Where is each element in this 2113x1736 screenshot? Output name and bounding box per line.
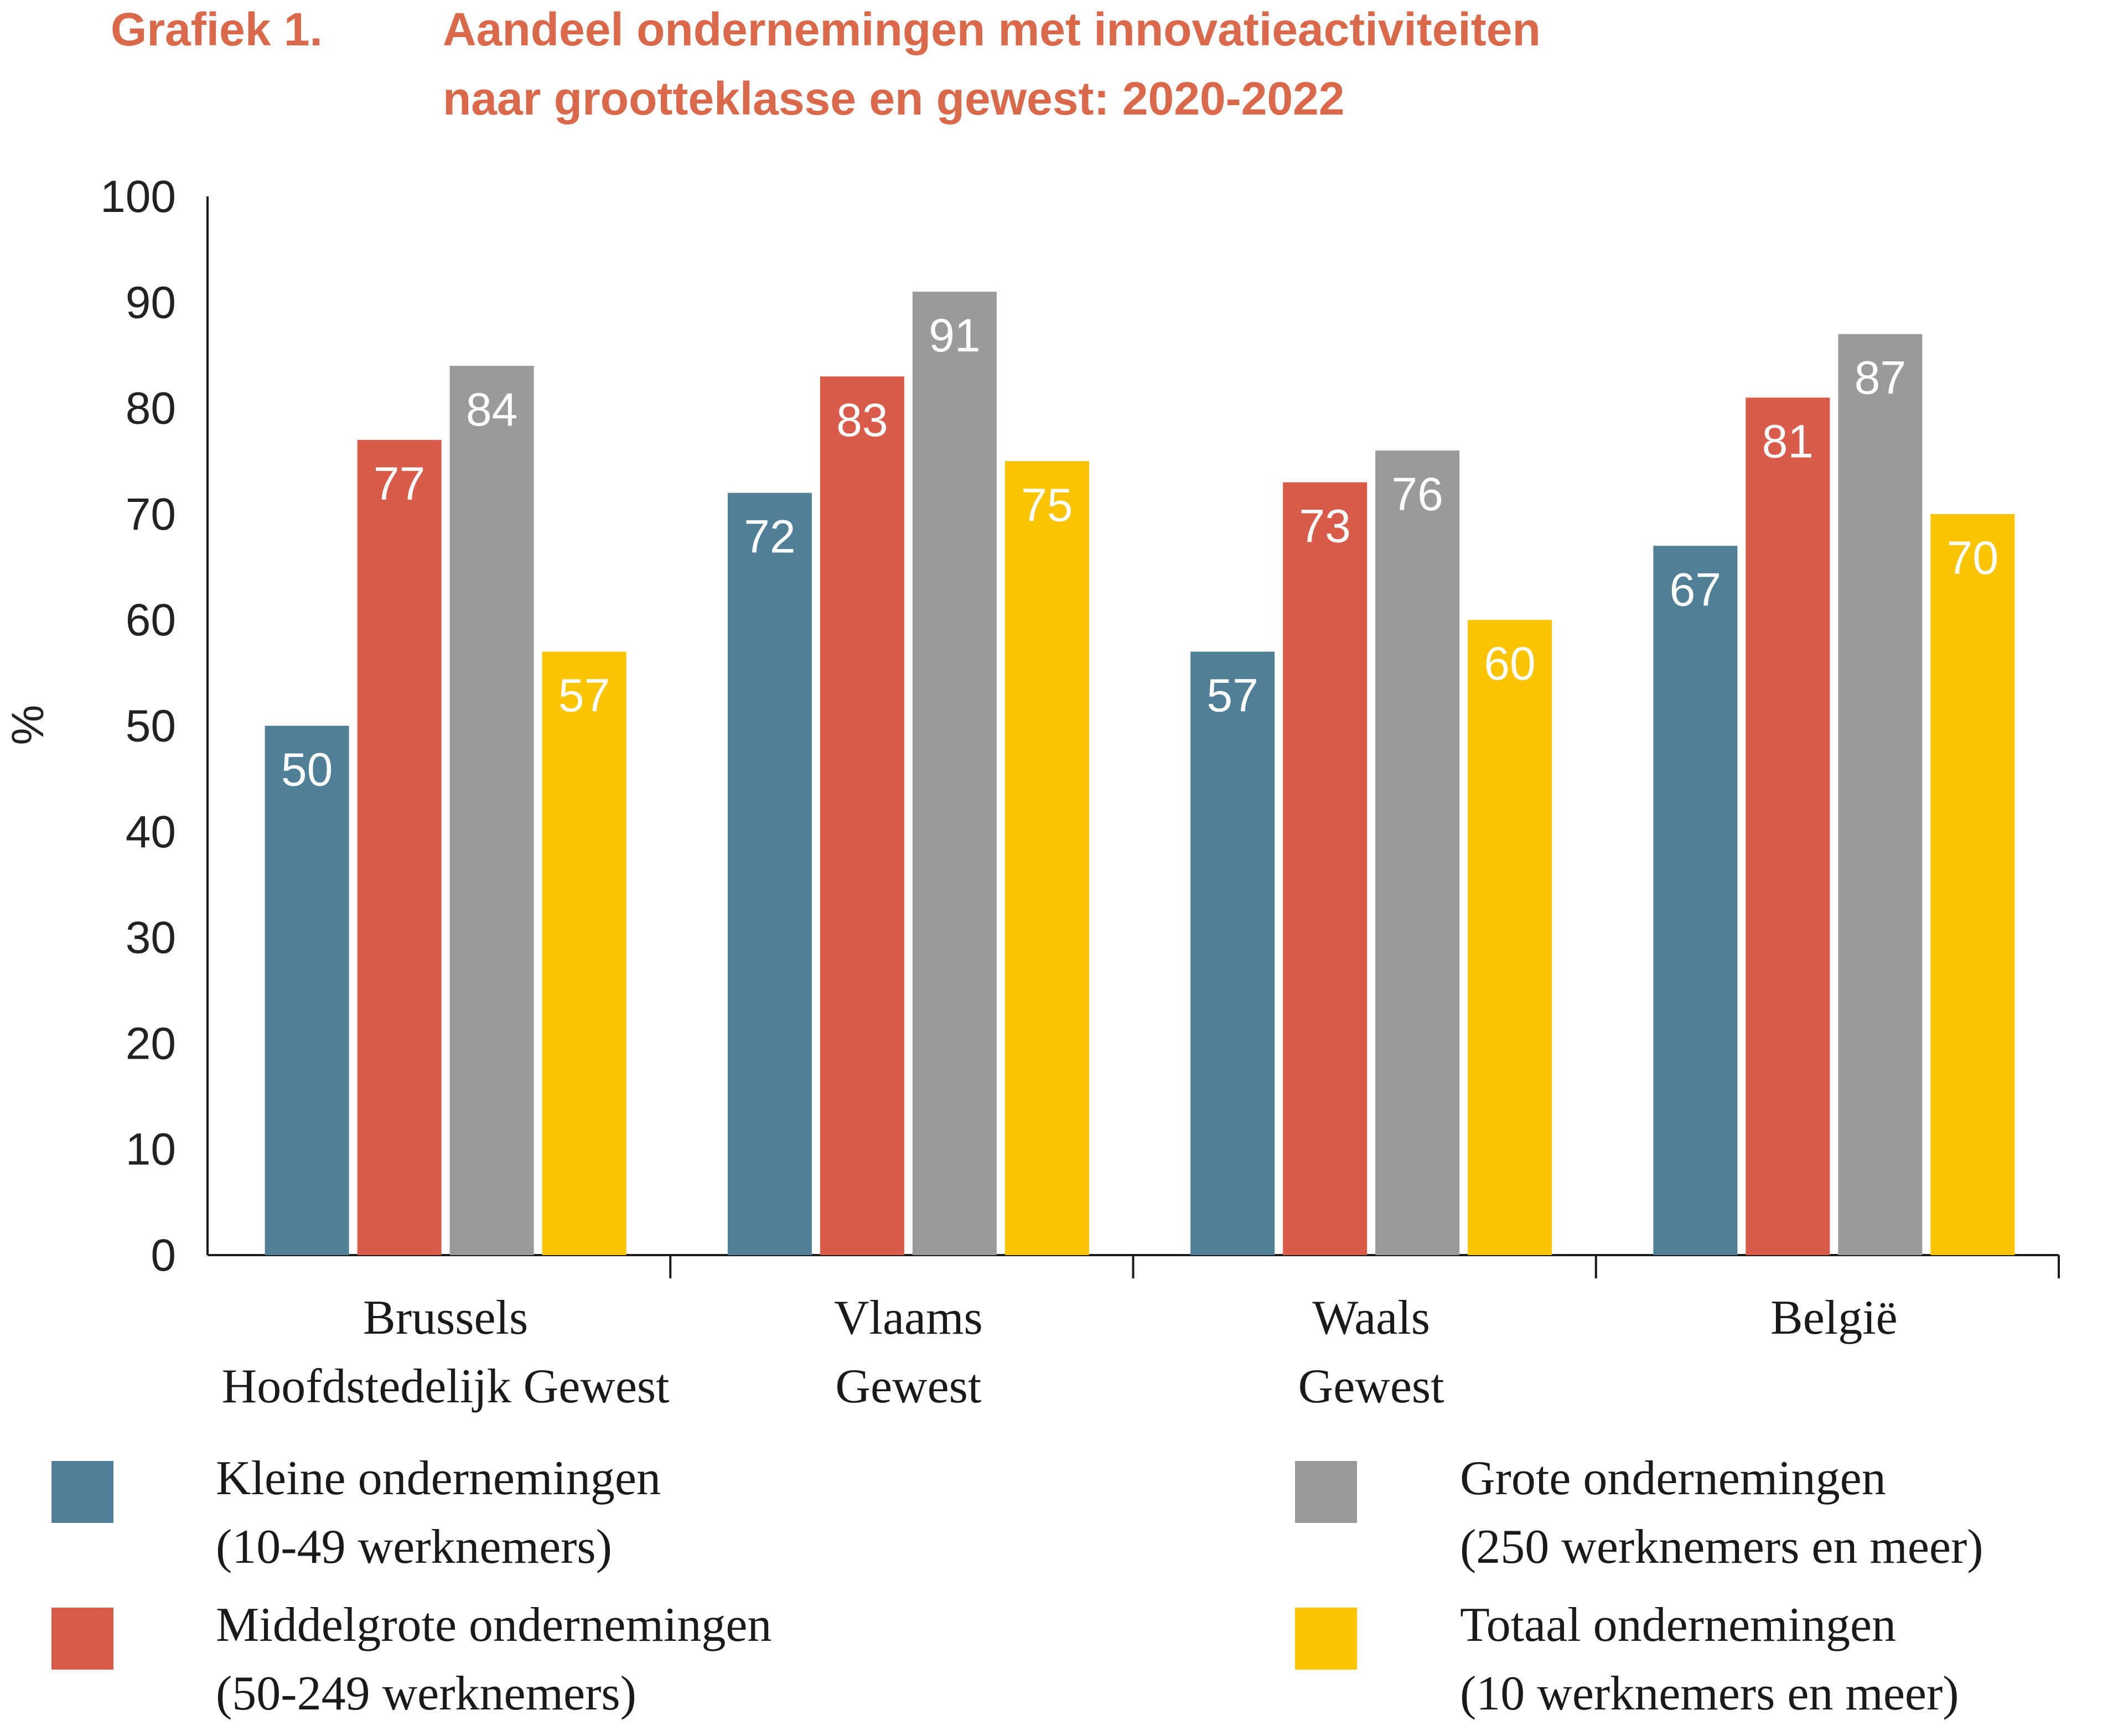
bar (1004, 461, 1089, 1255)
legend-swatch (51, 1608, 113, 1670)
x-tick-label: Gewest (835, 1360, 981, 1413)
x-tick-label: Vlaams (834, 1291, 983, 1345)
y-tick-label: 60 (126, 595, 176, 645)
bar (1930, 514, 2015, 1255)
data-label: 60 (1484, 638, 1535, 690)
y-tick-label: 90 (126, 277, 176, 328)
data-label: 77 (374, 458, 425, 510)
legend-label: (10-49 werknemers) (216, 1520, 612, 1574)
data-label: 67 (1670, 563, 1721, 615)
y-axis-label: % (3, 705, 53, 745)
data-label: 87 (1855, 352, 1906, 404)
legend-label: Grote ondernemingen (1460, 1452, 1886, 1505)
x-tick-label: België (1770, 1291, 1898, 1345)
bar (1653, 546, 1738, 1255)
bar (1283, 482, 1368, 1255)
bar (449, 366, 534, 1255)
y-tick-label: 50 (126, 701, 176, 752)
data-label: 83 (836, 394, 888, 446)
data-label: 91 (929, 309, 980, 361)
legend-swatch (51, 1461, 113, 1523)
legend-swatch (1295, 1461, 1357, 1523)
data-label: 73 (1299, 500, 1350, 552)
legend: Kleine ondernemingen (10-49 werknemers) Mi… (51, 1452, 1983, 1721)
legend-swatch (1295, 1608, 1357, 1670)
data-label: 50 (281, 744, 333, 796)
x-tick-label: Brussels (363, 1291, 528, 1345)
bar (1375, 450, 1460, 1255)
chart-title-line1: Aandeel ondernemingen met innovatieactiv… (443, 3, 1541, 55)
bar (1190, 651, 1275, 1255)
legend-label: (50-249 werknemers) (216, 1667, 636, 1721)
data-label: 70 (1947, 532, 1998, 584)
data-label: 57 (558, 670, 610, 722)
y-tick-label: 100 (100, 172, 176, 222)
y-tick-label: 40 (126, 807, 176, 857)
y-tick-label: 30 (126, 913, 176, 963)
data-label: 75 (1021, 479, 1073, 531)
bar (357, 439, 442, 1255)
y-tick-label: 10 (126, 1124, 176, 1175)
bar (1468, 620, 1552, 1255)
bar (1746, 397, 1830, 1255)
x-tick-label: Waals (1312, 1291, 1430, 1345)
x-tick-label: Hoofdstedelijk Gewest (222, 1360, 670, 1413)
bar (820, 376, 904, 1256)
legend-label: (10 werknemers en meer) (1460, 1667, 1959, 1721)
y-tick-label: 80 (126, 384, 176, 434)
bar (1838, 334, 1923, 1256)
chart-title-line2: naar grootteklasse en gewest: 2020-2022 (443, 72, 1344, 125)
legend-label: Middelgrote ondernemingen (216, 1598, 771, 1652)
bar (265, 726, 349, 1255)
data-label: 72 (744, 511, 795, 563)
axes: 0 10 20 30 40 50 60 70 80 90 100% Brussels Hoofdsted… (3, 172, 2060, 1413)
y-tick-label: 20 (126, 1018, 176, 1069)
data-label: 57 (1206, 670, 1258, 722)
data-label: 76 (1391, 468, 1443, 520)
data-label: 84 (466, 384, 517, 436)
bar (727, 493, 812, 1255)
data-label: 81 (1762, 415, 1814, 467)
bar (912, 292, 997, 1256)
x-tick-label: Gewest (1298, 1360, 1444, 1413)
legend-label: Kleine ondernemingen (216, 1452, 661, 1505)
legend-label: Totaal ondernemingen (1460, 1598, 1896, 1652)
y-tick-label: 70 (126, 489, 176, 540)
y-tick-label: 0 (151, 1230, 176, 1281)
chart-label: Grafiek 1. (111, 3, 323, 55)
legend-label: (250 werknemers en meer) (1460, 1520, 1983, 1574)
bar (542, 651, 626, 1255)
bars: 50 77 84 57 72 83 91 75 57 73 76 60 67 81 87 70 (265, 292, 2015, 1256)
